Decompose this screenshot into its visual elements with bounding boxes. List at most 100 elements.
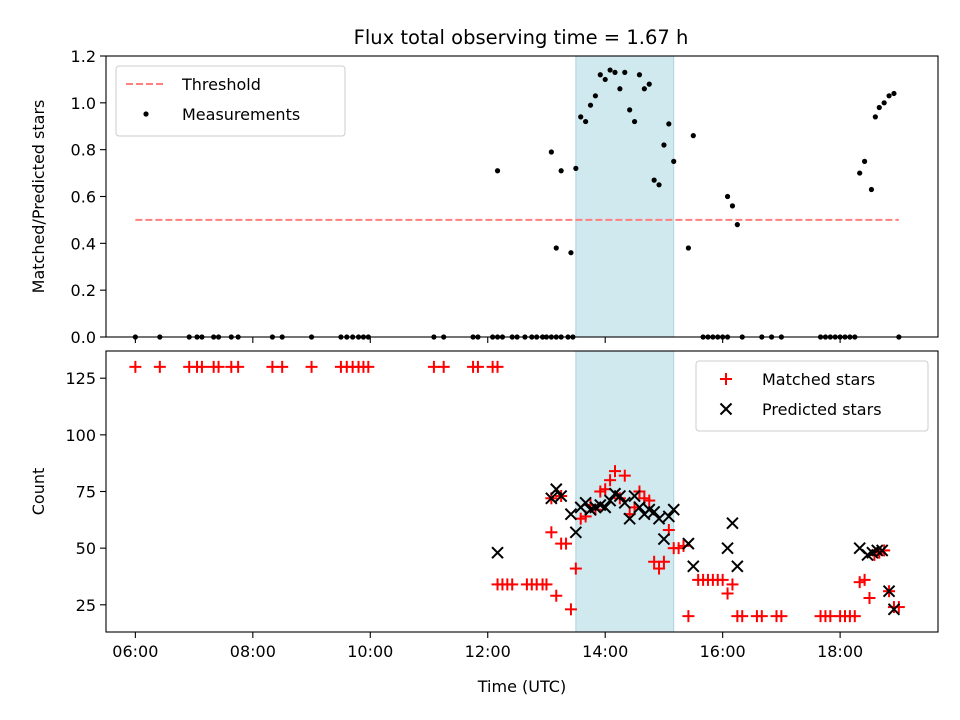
legend-label: Measurements [182, 105, 300, 124]
data-point [682, 537, 695, 550]
data-point [276, 360, 289, 373]
data-point [362, 360, 375, 373]
data-point [628, 489, 641, 503]
data-point [724, 193, 731, 200]
data-point [871, 544, 884, 557]
data-point [633, 501, 646, 514]
data-point [545, 492, 558, 505]
data-point [579, 496, 592, 510]
data-point [872, 114, 878, 120]
data-point [726, 578, 739, 591]
data-point [653, 562, 666, 575]
data-point [618, 496, 631, 510]
data-point [587, 102, 594, 108]
data-point [560, 537, 573, 550]
observing-window-span [575, 55, 675, 338]
data-point [721, 541, 734, 555]
data-point [607, 67, 613, 73]
data-point [863, 592, 876, 605]
data-point [545, 526, 558, 539]
legend-marker [720, 373, 732, 385]
data-point [232, 360, 245, 373]
data-point [506, 578, 519, 591]
data-point [657, 532, 671, 546]
data-point [636, 72, 643, 78]
data-point [641, 86, 647, 92]
data-point [861, 158, 868, 164]
data-point [627, 107, 633, 113]
count-panel: 25 50 75 100 125 06:00 08:00 10:00 12:00 14:00 16:… [29, 350, 939, 696]
data-point [652, 512, 666, 525]
data-point [618, 469, 631, 482]
y-axis-label: Count [29, 468, 48, 516]
data-point [729, 203, 736, 209]
x-tick-label: 08:00 [230, 642, 276, 661]
data-point [613, 489, 627, 503]
data-point [868, 186, 875, 193]
data-point [604, 474, 617, 487]
data-point [643, 494, 656, 507]
legend: Matched stars Predicted stars [695, 360, 929, 432]
data-point [882, 585, 896, 598]
data-point [857, 170, 863, 176]
data-point [569, 562, 582, 575]
data-point [858, 573, 871, 586]
y-axis-label: Matched/Predicted stars [29, 100, 48, 294]
data-point [734, 222, 740, 228]
data-point [878, 544, 891, 557]
data-point [631, 118, 638, 125]
data-point [646, 81, 652, 87]
ratio-panel: 0.0 0.2 0.4 0.6 0.8 1.0 1.2 Matched/Predicted s… [29, 47, 939, 347]
legend-label: Predicted stars [762, 400, 882, 419]
data-point [564, 603, 577, 616]
y-tick-label: 0.0 [71, 328, 96, 347]
data-point [876, 104, 882, 111]
y-tick-label: 0.6 [71, 188, 96, 207]
data-point [661, 142, 667, 148]
data-point [667, 503, 680, 516]
data-point [212, 360, 225, 373]
x-tick-label: 18:00 [817, 642, 863, 661]
data-point [437, 360, 450, 373]
y-tick-label: 75 [76, 483, 96, 502]
data-point [540, 578, 553, 591]
data-point [666, 121, 672, 127]
data-point [195, 360, 208, 373]
data-point [623, 512, 636, 525]
data-point [662, 510, 676, 523]
data-point [886, 93, 892, 99]
data-point [592, 93, 599, 99]
data-point [598, 501, 612, 514]
data-point [569, 526, 583, 539]
x-tick-label: 14:00 [582, 642, 628, 661]
y-tick-label: 1.2 [71, 47, 96, 66]
data-point [881, 100, 887, 106]
data-point [891, 90, 897, 97]
y-tick-label: 0.8 [71, 141, 96, 160]
data-point [736, 610, 749, 623]
data-point [578, 114, 584, 120]
data-point [647, 505, 661, 519]
data-point [716, 573, 729, 586]
data-point [721, 587, 734, 600]
data-point [491, 546, 504, 559]
data-point [564, 507, 578, 521]
data-point [617, 86, 623, 92]
data-point [494, 168, 501, 174]
series-predicted-stars [491, 483, 901, 616]
data-point [491, 360, 504, 373]
data-point [602, 76, 608, 83]
data-point [597, 72, 603, 78]
x-tick-label: 12:00 [465, 642, 511, 661]
data-point [775, 610, 788, 623]
data-point [887, 603, 901, 616]
data-point [608, 465, 621, 478]
data-point [553, 245, 559, 251]
data-point [657, 555, 670, 568]
data-point [731, 560, 744, 573]
y-tick-label: 0.4 [71, 234, 96, 253]
legend-marker [143, 111, 149, 117]
legend-label: Threshold [181, 75, 261, 94]
data-point [726, 517, 739, 530]
